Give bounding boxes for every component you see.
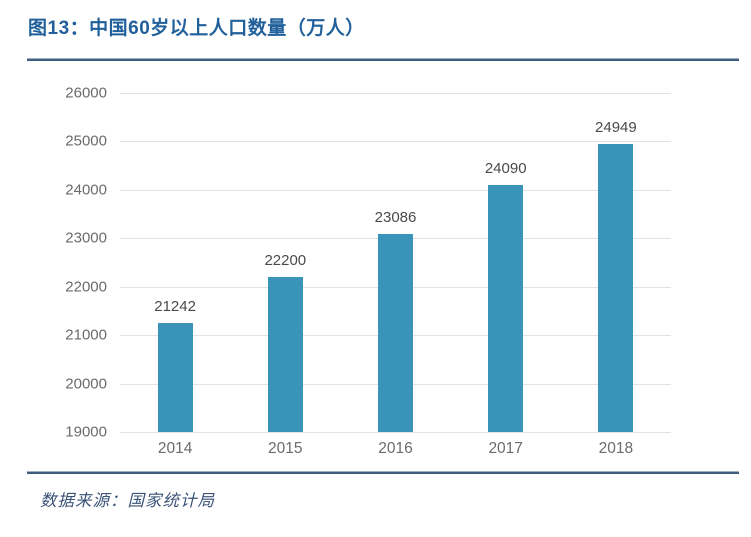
y-axis-tick-label: 23000	[65, 229, 107, 247]
y-axis-tick-label: 20000	[65, 375, 107, 393]
y-axis-tick-label: 19000	[65, 423, 107, 441]
x-axis-category-label: 2016	[378, 440, 413, 457]
bar-value-label: 21242	[154, 298, 196, 316]
title-divider	[27, 58, 739, 61]
x-axis-category-label: 2014	[157, 440, 193, 457]
bar	[488, 185, 524, 432]
bar-value-label: 22200	[264, 252, 307, 270]
figure-title: 图13：中国60岁以上人口数量（万人）	[28, 18, 365, 39]
gridline	[120, 189, 671, 191]
bar-value-label: 24949	[595, 118, 637, 136]
x-axis-category-label: 2017	[488, 440, 523, 457]
bar	[157, 323, 193, 432]
gridline	[120, 432, 671, 433]
y-axis-tick-label: 24000	[65, 181, 107, 199]
y-axis-tick-label: 26000	[65, 84, 107, 102]
bar	[378, 234, 413, 432]
y-axis-tick-label: 25000	[65, 132, 107, 150]
x-axis-category-label: 2015	[268, 440, 303, 457]
bar	[267, 277, 303, 432]
y-axis-tick-label: 22000	[65, 278, 107, 296]
y-axis-tick-label: 21000	[65, 326, 107, 344]
x-axis-category-label: 2018	[598, 440, 634, 457]
bar	[598, 143, 634, 432]
gridline	[120, 141, 671, 143]
bar-value-label: 23086	[374, 209, 417, 227]
bar-value-label: 24090	[484, 160, 527, 178]
bottom-divider	[27, 471, 739, 474]
gridline	[120, 93, 671, 94]
data-source-text: 数据来源：国家统计局	[40, 491, 215, 510]
